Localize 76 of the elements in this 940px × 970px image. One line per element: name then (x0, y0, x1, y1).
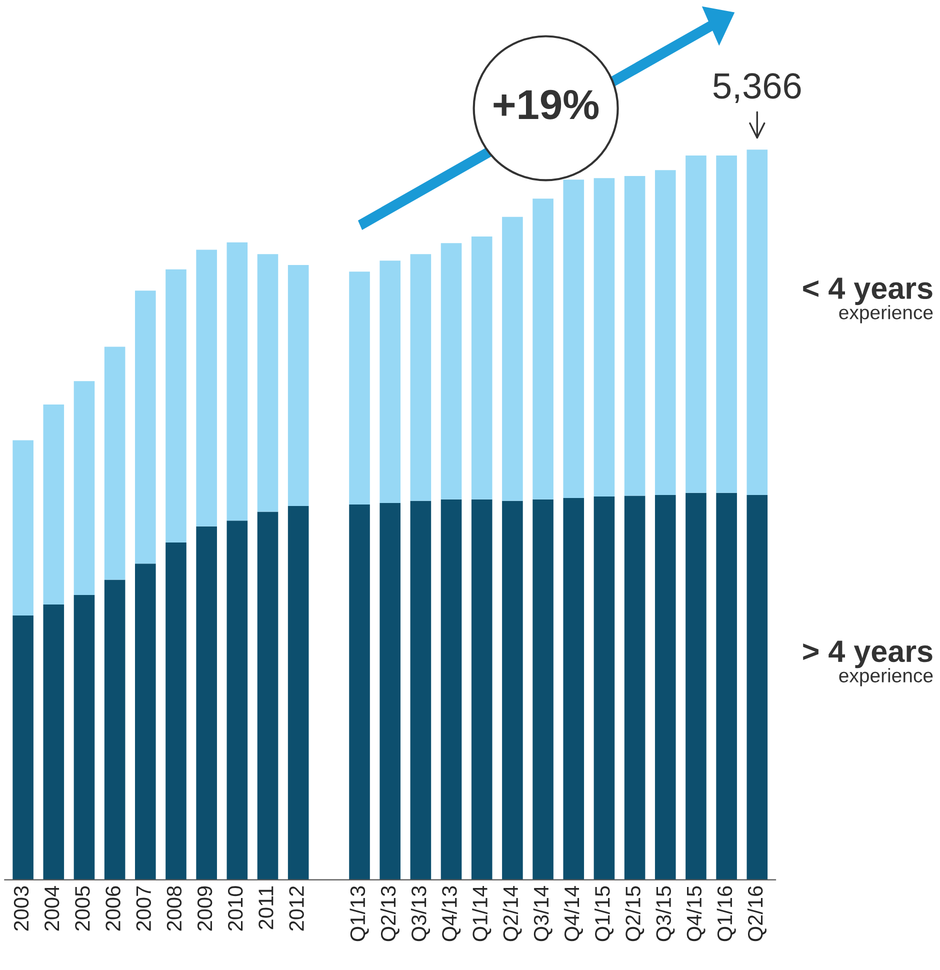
bar (43, 404, 64, 605)
bar (104, 580, 126, 880)
x-tick-label: Q3/14 (533, 886, 552, 942)
text: +19% (494, 90, 599, 120)
x-tick-label: Q3/13 (410, 886, 430, 942)
bar (654, 170, 676, 496)
x-tick-label: Q3/15 (656, 886, 675, 942)
bar (288, 265, 309, 506)
bar (502, 216, 523, 501)
x-tick-label: 2004 (44, 886, 60, 931)
x-tick-label: 2006 (106, 886, 120, 931)
bar (257, 512, 278, 880)
bar (196, 526, 217, 880)
bar (74, 595, 95, 880)
x-tick-label: Q4/13 (442, 886, 461, 942)
bar (12, 440, 34, 616)
bar (135, 564, 156, 880)
bar (532, 499, 554, 880)
x-tick-label: 2003 (14, 886, 29, 931)
bar (654, 495, 676, 880)
bar (349, 272, 370, 505)
x-tick-label: Q2/13 (380, 886, 400, 942)
bar (257, 254, 278, 512)
x-tick-label: Q1/14 (472, 886, 492, 942)
bar (624, 496, 646, 880)
x-tick-label: 2008 (166, 886, 182, 931)
bar (746, 495, 768, 880)
x-tick-label: 2011 (258, 886, 274, 930)
series-label: > 4 years experience (803, 640, 933, 686)
bar (563, 180, 584, 498)
bar (410, 500, 432, 880)
bar (349, 504, 370, 880)
bar (380, 503, 400, 880)
bar (746, 150, 768, 496)
x-tick-label: Q1/13 (350, 886, 369, 942)
bar (226, 520, 248, 880)
bar (686, 492, 706, 880)
bar (226, 242, 248, 521)
x-tick-label: Q4/15 (686, 886, 706, 942)
bar (471, 236, 492, 500)
bar (74, 381, 95, 596)
x-tick-label: Q2/15 (625, 886, 644, 942)
x-tick-label: 2009 (197, 886, 212, 931)
bar (104, 346, 126, 580)
bar (440, 243, 462, 500)
bar (440, 499, 462, 880)
bar (624, 176, 646, 496)
bar (471, 499, 492, 880)
bar (196, 250, 217, 526)
bar (716, 492, 737, 880)
bar (502, 500, 523, 880)
bar (43, 604, 64, 880)
bar (166, 269, 186, 542)
x-tick-label: Q2/16 (747, 886, 766, 942)
bar (594, 496, 615, 880)
bar (135, 290, 156, 564)
x-tick-label: 2007 (136, 886, 151, 931)
series-label: < 4 years experience (803, 278, 933, 324)
x-tick-label: Q4/14 (564, 886, 583, 942)
annotation: 5,366 (713, 73, 801, 103)
x-tick-label: 2005 (75, 886, 90, 931)
bar (410, 254, 432, 501)
bar (288, 506, 309, 880)
x-tick-label: Q2/14 (502, 886, 522, 942)
bar (380, 260, 400, 504)
bar (686, 156, 706, 493)
bar (166, 542, 186, 880)
bar (716, 156, 737, 493)
x-tick-label: Q1/16 (716, 886, 736, 942)
bar (594, 178, 615, 496)
bar (563, 498, 584, 880)
x-tick-label: 2010 (228, 886, 243, 931)
bar (532, 198, 554, 500)
x-tick-label: 2012 (289, 886, 304, 931)
bar (12, 615, 34, 880)
x-tick-label: Q1/15 (594, 886, 614, 942)
